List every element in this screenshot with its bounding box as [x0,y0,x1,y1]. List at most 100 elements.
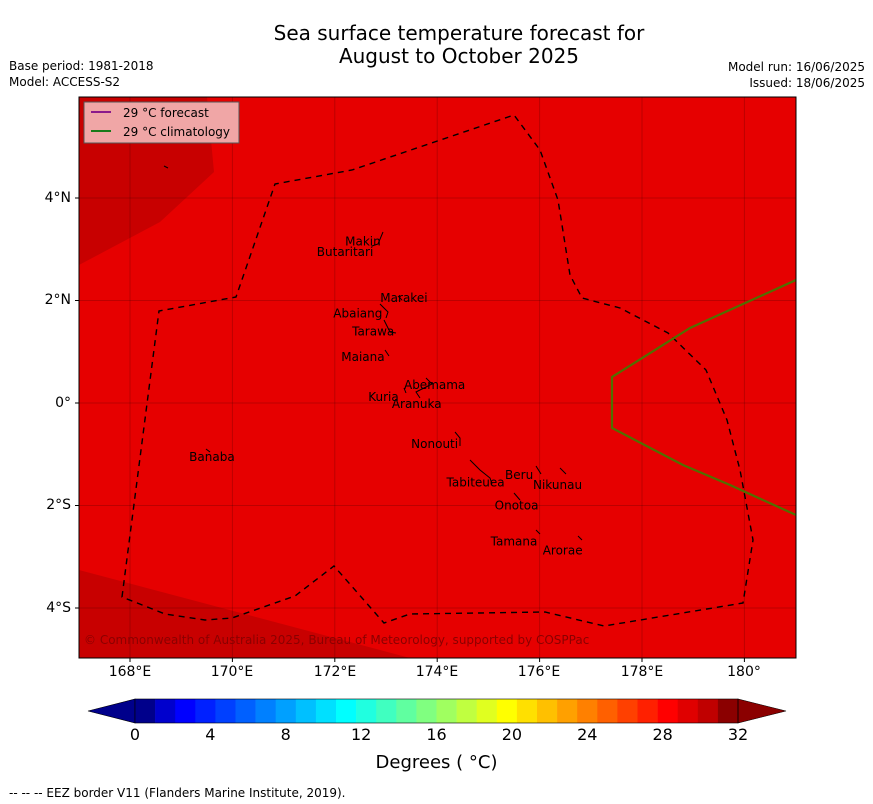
island-outline [205,448,211,453]
lat-label-4n: 4°N [44,190,71,206]
island-outline [397,295,403,301]
place-label: Aranuka [392,397,442,411]
colorbar-under-arrow [87,698,136,724]
place-label: Kuria [368,390,399,404]
model-run-date: Model run: 16/06/2025 [727,60,865,74]
eez-border [121,114,754,627]
colorbar-segment [617,699,638,723]
lon-label-176e: 176°E [517,664,561,680]
colorbar-tick-label: 20 [501,725,523,744]
colorbar-tick-label: 28 [652,725,673,744]
colorbar-tick-label: 8 [280,725,291,744]
place-label: Tabiteuea [446,475,505,489]
colorbar-tick-label: 4 [205,725,216,744]
colorbar-segment [195,699,216,723]
island-outline [577,535,583,541]
colorbar-over-arrow [737,698,787,724]
colorbar-segment [456,699,477,723]
axis-ticks [75,197,745,662]
colorbar-segment [577,699,598,723]
colorbar-segment [235,699,256,723]
colorbar-segment [376,699,397,723]
colorbar-segment [255,699,276,723]
legend-box [83,101,240,144]
title-line-1: Sea surface temperature forecast for [273,21,645,45]
colorbar-segment [496,699,518,723]
copyright-watermark: © Commonwealth of Australia 2025, Bureau… [84,633,589,647]
colorbar-segment [396,699,417,723]
colorbar-segment [516,699,538,723]
lat-label-4s: 4°S [46,600,71,616]
island-outline [371,231,384,247]
colorbar-tick-label: 12 [350,725,372,744]
place-label: Banaba [189,450,235,464]
colorbar-segment [657,699,678,723]
colorbar-segment [537,699,558,723]
lon-label-180: 180° [727,664,761,680]
lat-label-2n: 2°N [44,292,71,308]
place-label: Beru [505,468,533,482]
place-label: Maiana [341,350,384,364]
colorbar-segment [697,699,719,723]
colorbar-segment [275,699,297,723]
legend-climatology-label: 29 °C climatology [123,125,230,139]
run-info: Model run: 16/06/2025 Issued: 18/06/2025 [728,59,865,91]
colorbar-segment [295,699,317,723]
colorbar-segment [557,699,578,723]
lon-label-174e: 174°E [415,664,459,680]
island-outline [454,431,461,446]
map-title: Sea surface temperature forecast for Aug… [209,22,709,68]
colorbar-segment [416,699,437,723]
place-label: Makin [345,235,381,249]
place-label: Nikunau [533,478,582,492]
graticule [79,97,796,658]
island-outline [163,165,169,169]
title-line-2: August to October 2025 [338,44,580,68]
place-label: Marakei [380,291,427,305]
island-outline [403,387,407,394]
colorbar-tick-label: 16 [426,725,447,744]
colorbar-segment [215,699,236,723]
sst-field-main [79,97,796,658]
colorbar-segment [315,699,337,723]
colorbar-segment [597,699,618,723]
eez-footnote: -- -- -- EEZ border V11 (Flanders Marine… [9,786,346,800]
island-outline [383,319,397,334]
colorbar-segment [135,699,156,723]
colorbar-segment [155,699,176,723]
model-name: Model: ACCESS-S2 [9,75,121,89]
place-label: Tamana [490,534,538,548]
colorbar-segment [356,699,377,723]
lon-label-178e: 178°E [620,664,664,680]
island-outline [535,465,542,475]
place-label: Tarawa [351,324,394,338]
colorbar [87,698,787,724]
colorbar-segment [476,699,498,723]
climatology-29c-contour [610,278,796,517]
island-outlines [163,165,583,541]
colorbar-tick-label: 0 [129,725,141,744]
place-label: Abaiang [333,306,382,320]
base-period-info: Base period: 1981-2018 Model: ACCESS-S2 [9,58,154,90]
colorbar-segment [175,699,196,723]
place-label: Onotoa [495,499,539,513]
lat-label-0: 0° [55,395,71,411]
legend-forecast-label: 29 °C forecast [123,106,209,120]
colorbar-segment [717,699,739,723]
island-outline [559,467,567,475]
island-outline [415,377,433,399]
legend: 29 °C forecast 29 °C climatology [83,101,240,144]
colorbar-segment [436,699,457,723]
colorbar-tick-label: 24 [577,725,598,744]
colorbar-tick-label: 32 [727,725,749,744]
colorbar-segment [637,699,658,723]
place-label: Butaritari [317,245,374,259]
colorbar-frame [134,698,739,724]
place-label: Abemama [404,378,465,392]
lat-label-2s: 2°S [46,497,71,513]
island-outline [469,459,493,485]
colorbar-segment [336,699,357,723]
place-label: Arorae [543,544,583,558]
